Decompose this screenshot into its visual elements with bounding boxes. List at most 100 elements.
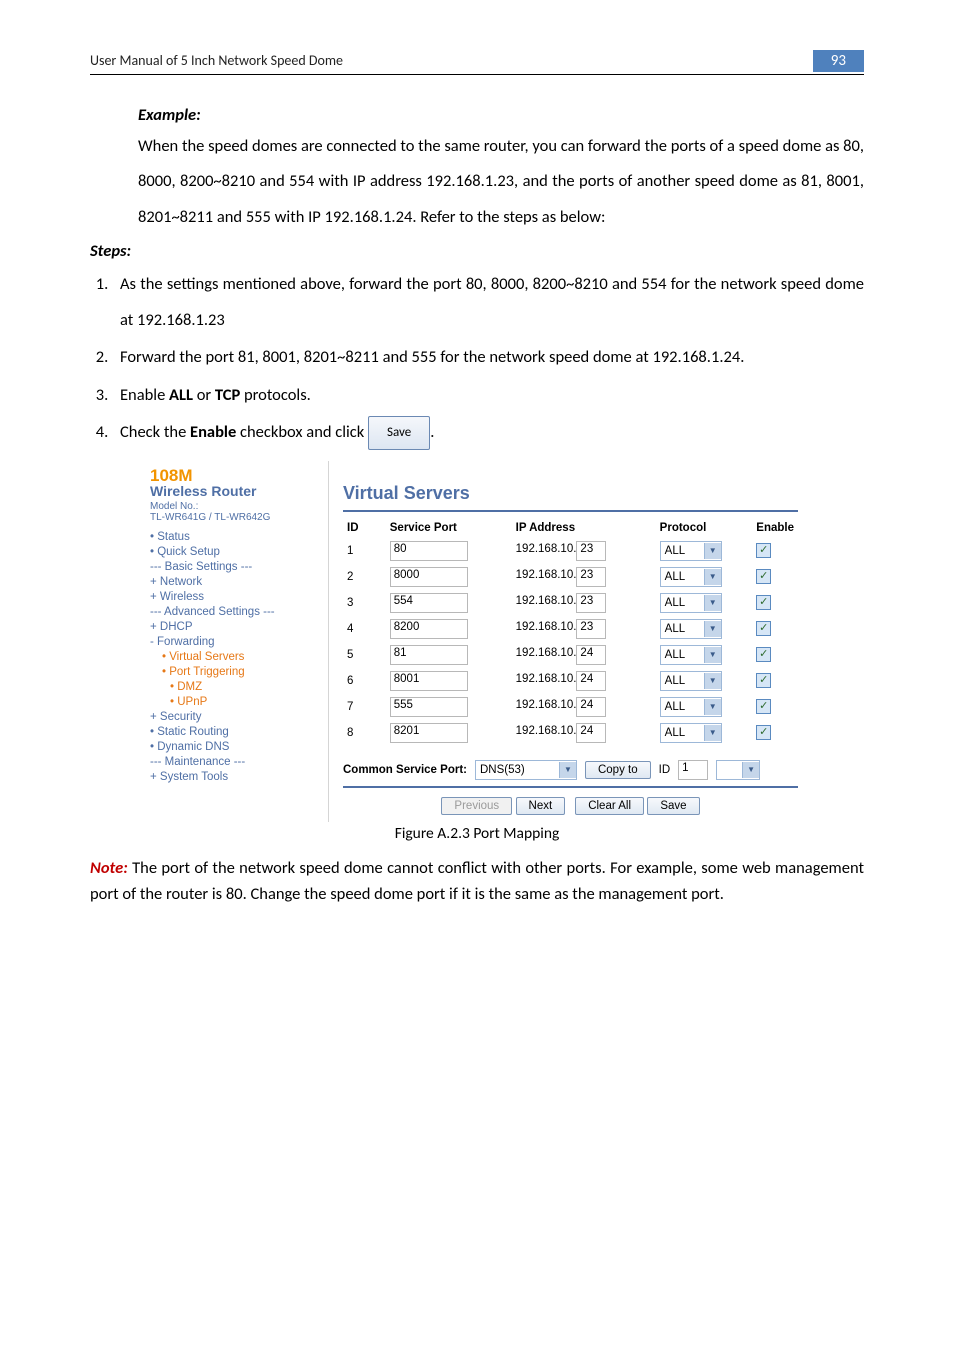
sidebar-item[interactable]: + Security — [150, 709, 322, 724]
enable-checkbox[interactable]: ✓ — [756, 595, 771, 610]
protocol-select[interactable]: ALL▼ — [660, 645, 722, 665]
step4-prefix: Check the — [120, 422, 190, 442]
row-id: 7 — [343, 694, 386, 720]
page-number: 93 — [813, 50, 864, 72]
ip-last-input[interactable]: 24 — [576, 645, 606, 665]
ip-prefix: 192.168.10. — [516, 595, 577, 607]
router-subtitle: Wireless Router — [150, 484, 322, 499]
common-service-select[interactable]: DNS(53) ▼ — [475, 760, 577, 780]
table-row: 7555192.168.10.24ALL▼✓ — [343, 694, 798, 720]
sidebar-item[interactable]: • DMZ — [150, 679, 322, 694]
enable-checkbox[interactable]: ✓ — [756, 699, 771, 714]
copy-to-button[interactable]: Copy to — [585, 761, 651, 779]
ip-last-input[interactable]: 24 — [576, 723, 606, 743]
service-port-input[interactable]: 80 — [390, 541, 468, 561]
sidebar-item[interactable]: + System Tools — [150, 769, 322, 784]
row-id: 1 — [343, 538, 386, 564]
ip-prefix: 192.168.10. — [516, 543, 577, 555]
sidebar-item[interactable]: • Port Triggering — [150, 664, 322, 679]
service-port-input[interactable]: 81 — [390, 645, 468, 665]
chevron-down-icon: ▼ — [704, 595, 721, 611]
id-input[interactable]: 1 — [678, 760, 708, 780]
enable-checkbox[interactable]: ✓ — [756, 725, 771, 740]
step4-mid: checkbox and click — [236, 422, 368, 442]
enable-checkbox[interactable]: ✓ — [756, 673, 771, 688]
sidebar-item[interactable]: - Forwarding — [150, 634, 322, 649]
chevron-down-icon: ▼ — [742, 762, 759, 778]
sidebar-item[interactable]: + Wireless — [150, 589, 322, 604]
chevron-down-icon: ▼ — [704, 725, 721, 741]
row-id: 2 — [343, 564, 386, 590]
sidebar-item[interactable]: • Status — [150, 529, 322, 544]
note-text: The port of the network speed dome canno… — [90, 858, 864, 904]
clear-all-button[interactable]: Clear All — [575, 797, 644, 815]
ip-prefix: 192.168.10. — [516, 621, 577, 633]
sidebar-item[interactable]: + DHCP — [150, 619, 322, 634]
step-3: Enable ALL or TCP protocols. — [112, 378, 864, 413]
protocol-select[interactable]: ALL▼ — [660, 723, 722, 743]
sidebar-item[interactable]: • Quick Setup — [150, 544, 322, 559]
protocol-select[interactable]: ALL▼ — [660, 619, 722, 639]
router-sidebar: 108M Wireless Router Model No.: TL-WR641… — [142, 461, 328, 822]
step-2: Forward the port 81, 8001, 8201~8211 and… — [112, 340, 864, 375]
ip-last-input[interactable]: 23 — [576, 567, 606, 587]
sidebar-item[interactable]: • UPnP — [150, 694, 322, 709]
step3-suffix: protocols. — [240, 385, 311, 405]
ip-last-input[interactable]: 24 — [576, 671, 606, 691]
save-button[interactable]: Save — [647, 797, 699, 815]
service-port-input[interactable]: 8000 — [390, 567, 468, 587]
chevron-down-icon: ▼ — [704, 543, 721, 559]
chevron-down-icon: ▼ — [704, 673, 721, 689]
router-model: Model No.: TL-WR641G / TL-WR642G — [150, 501, 322, 523]
sidebar-item[interactable]: • Static Routing — [150, 724, 322, 739]
header-title: User Manual of 5 Inch Network Speed Dome — [90, 52, 343, 69]
common-service-value: DNS(53) — [480, 764, 525, 776]
save-button-inline[interactable]: Save — [368, 416, 430, 450]
enable-checkbox[interactable]: ✓ — [756, 543, 771, 558]
model-value: TL-WR641G / TL-WR642G — [150, 512, 270, 523]
virtual-servers-table: ID Service Port IP Address Protocol Enab… — [343, 518, 798, 746]
protocol-select[interactable]: ALL▼ — [660, 541, 722, 561]
ip-last-input[interactable]: 24 — [576, 697, 606, 717]
step3-tcp: TCP — [215, 385, 240, 405]
table-row: 48200192.168.10.23ALL▼✓ — [343, 616, 798, 642]
sidebar-item: --- Maintenance --- — [150, 754, 322, 769]
ip-last-input[interactable]: 23 — [576, 593, 606, 613]
ip-prefix: 192.168.10. — [516, 725, 577, 737]
service-port-input[interactable]: 554 — [390, 593, 468, 613]
service-port-input[interactable]: 8200 — [390, 619, 468, 639]
chevron-down-icon: ▼ — [704, 569, 721, 585]
sidebar-item[interactable]: + Network — [150, 574, 322, 589]
protocol-select[interactable]: ALL▼ — [660, 567, 722, 587]
table-row: 28000 192.168.10.23 ALL▼ ✓ — [343, 564, 798, 590]
step3-mid: or — [193, 385, 215, 405]
service-port-input[interactable]: 8201 — [390, 723, 468, 743]
id-select[interactable]: ▼ — [716, 760, 760, 780]
sidebar-item[interactable]: • Dynamic DNS — [150, 739, 322, 754]
previous-button[interactable]: Previous — [441, 797, 512, 815]
enable-checkbox[interactable]: ✓ — [756, 647, 771, 662]
table-row: 3554 192.168.10.23 ALL▼ ✓ — [343, 590, 798, 616]
next-button[interactable]: Next — [516, 797, 566, 815]
ip-last-input[interactable]: 23 — [576, 619, 606, 639]
service-port-input[interactable]: 555 — [390, 697, 468, 717]
table-row: 68001192.168.10.24ALL▼✓ — [343, 668, 798, 694]
row-id: 5 — [343, 642, 386, 668]
example-label: Example: — [138, 105, 864, 125]
sidebar-item[interactable]: • Virtual Servers — [150, 649, 322, 664]
enable-checkbox[interactable]: ✓ — [756, 621, 771, 636]
page-header: User Manual of 5 Inch Network Speed Dome… — [90, 50, 864, 75]
protocol-select[interactable]: ALL▼ — [660, 671, 722, 691]
row-id: 3 — [343, 590, 386, 616]
note-label: Note: — [90, 858, 128, 878]
ip-prefix: 192.168.10. — [516, 569, 577, 581]
service-port-input[interactable]: 8001 — [390, 671, 468, 691]
ip-last-input[interactable]: 23 — [576, 541, 606, 561]
row-id: 6 — [343, 668, 386, 694]
protocol-select[interactable]: ALL▼ — [660, 593, 722, 613]
step3-all: ALL — [169, 385, 193, 405]
common-service-label: Common Service Port: — [343, 764, 467, 776]
chevron-down-icon: ▼ — [559, 762, 576, 778]
enable-checkbox[interactable]: ✓ — [756, 569, 771, 584]
protocol-select[interactable]: ALL▼ — [660, 697, 722, 717]
